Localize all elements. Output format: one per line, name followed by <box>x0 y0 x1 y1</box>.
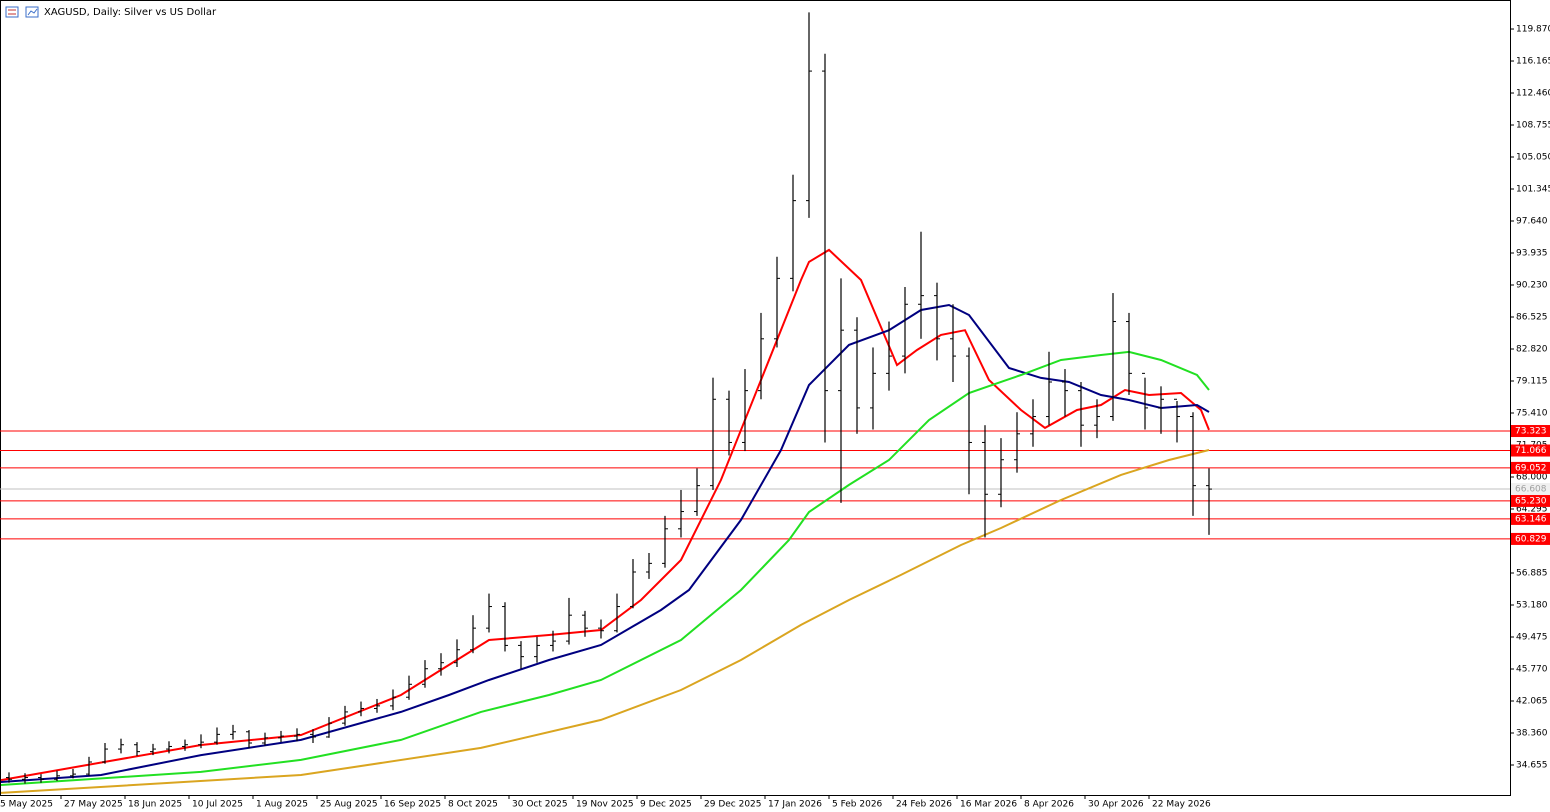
y-tick-label: 93.935 <box>1516 249 1548 259</box>
x-tick-label: 30 Apr 2026 <box>1088 800 1144 810</box>
y-tick-label: 105.050 <box>1516 153 1550 163</box>
level-label: 63.146 <box>1515 514 1547 524</box>
x-tick-label: 25 Aug 2025 <box>320 800 378 810</box>
x-tick-label: 1 Aug 2025 <box>256 800 308 810</box>
y-tick-label: 56.885 <box>1516 568 1548 578</box>
y-tick-label: 53.180 <box>1516 600 1548 610</box>
y-tick-label: 112.460 <box>1516 89 1550 99</box>
y-tick-label: 97.640 <box>1516 217 1548 227</box>
level-label-box <box>1511 444 1550 457</box>
current-price-label: 66.608 <box>1515 485 1547 495</box>
y-tick-label: 49.475 <box>1516 632 1548 642</box>
moving-average <box>0 449 1210 794</box>
chart-title: XAGUSD, Daily: Silver vs US Dollar <box>44 7 217 18</box>
x-tick-label: 18 Jun 2025 <box>128 800 182 810</box>
x-tick-label: 27 May 2025 <box>64 800 123 810</box>
moving-average <box>0 303 1210 783</box>
plot-frame <box>0 0 1511 796</box>
level-label-box <box>1511 494 1550 507</box>
x-tick-label: 9 Dec 2025 <box>640 800 692 810</box>
x-tick-label: 8 Oct 2025 <box>448 800 498 810</box>
level-label: 60.829 <box>1515 534 1547 544</box>
price-bars <box>6 12 1212 784</box>
y-tick-label: 34.655 <box>1516 760 1548 770</box>
icon-list <box>5 6 19 18</box>
y-tick-label: 86.525 <box>1516 313 1548 323</box>
x-tick-label: 29 Dec 2025 <box>704 800 762 810</box>
x-tick-label: 10 Jul 2025 <box>192 800 243 810</box>
y-tick-label: 64.295 <box>1516 504 1548 514</box>
y-tick-label: 45.770 <box>1516 664 1548 674</box>
x-tick-label: 8 Apr 2026 <box>1024 800 1074 810</box>
x-tick-label: 24 Feb 2026 <box>896 800 952 810</box>
x-tick-label: 5 May 2025 <box>0 800 53 810</box>
y-tick-label: 119.870 <box>1516 25 1550 35</box>
y-tick-label: 90.230 <box>1516 281 1548 291</box>
x-tick-label: 17 Jan 2026 <box>768 800 822 810</box>
current-price-box <box>1511 483 1550 496</box>
x-tick-label: 16 Sep 2025 <box>384 800 441 810</box>
chart-icons <box>5 6 39 18</box>
level-label-box <box>1511 512 1550 525</box>
x-tick-label: 19 Nov 2025 <box>576 800 634 810</box>
icon-line <box>27 8 38 16</box>
level-label: 69.052 <box>1515 463 1547 473</box>
level-label-box <box>1511 425 1550 438</box>
y-tick-label: 116.165 <box>1516 57 1550 67</box>
y-tick-label: 75.410 <box>1516 409 1548 419</box>
level-label-box <box>1511 461 1550 474</box>
y-tick-label: 38.360 <box>1516 728 1548 738</box>
y-tick-label: 42.065 <box>1516 696 1548 706</box>
x-tick-label: 22 May 2026 <box>1152 800 1211 810</box>
y-tick-label: 101.345 <box>1516 185 1550 195</box>
y-tick-label: 82.820 <box>1516 345 1548 355</box>
y-tick-label: 79.115 <box>1516 377 1548 387</box>
moving-average <box>0 248 1210 782</box>
x-tick-label: 5 Feb 2026 <box>832 800 883 810</box>
x-tick-label: 16 Mar 2026 <box>960 800 1017 810</box>
x-tick-label: 30 Oct 2025 <box>512 800 568 810</box>
level-label-box <box>1511 532 1550 545</box>
moving-average <box>0 350 1210 786</box>
level-label: 65.230 <box>1515 496 1547 506</box>
level-label: 71.066 <box>1515 446 1547 456</box>
level-label: 73.323 <box>1515 427 1547 437</box>
y-tick-label: 108.755 <box>1516 121 1550 131</box>
y-tick-label: 68.000 <box>1516 473 1548 483</box>
